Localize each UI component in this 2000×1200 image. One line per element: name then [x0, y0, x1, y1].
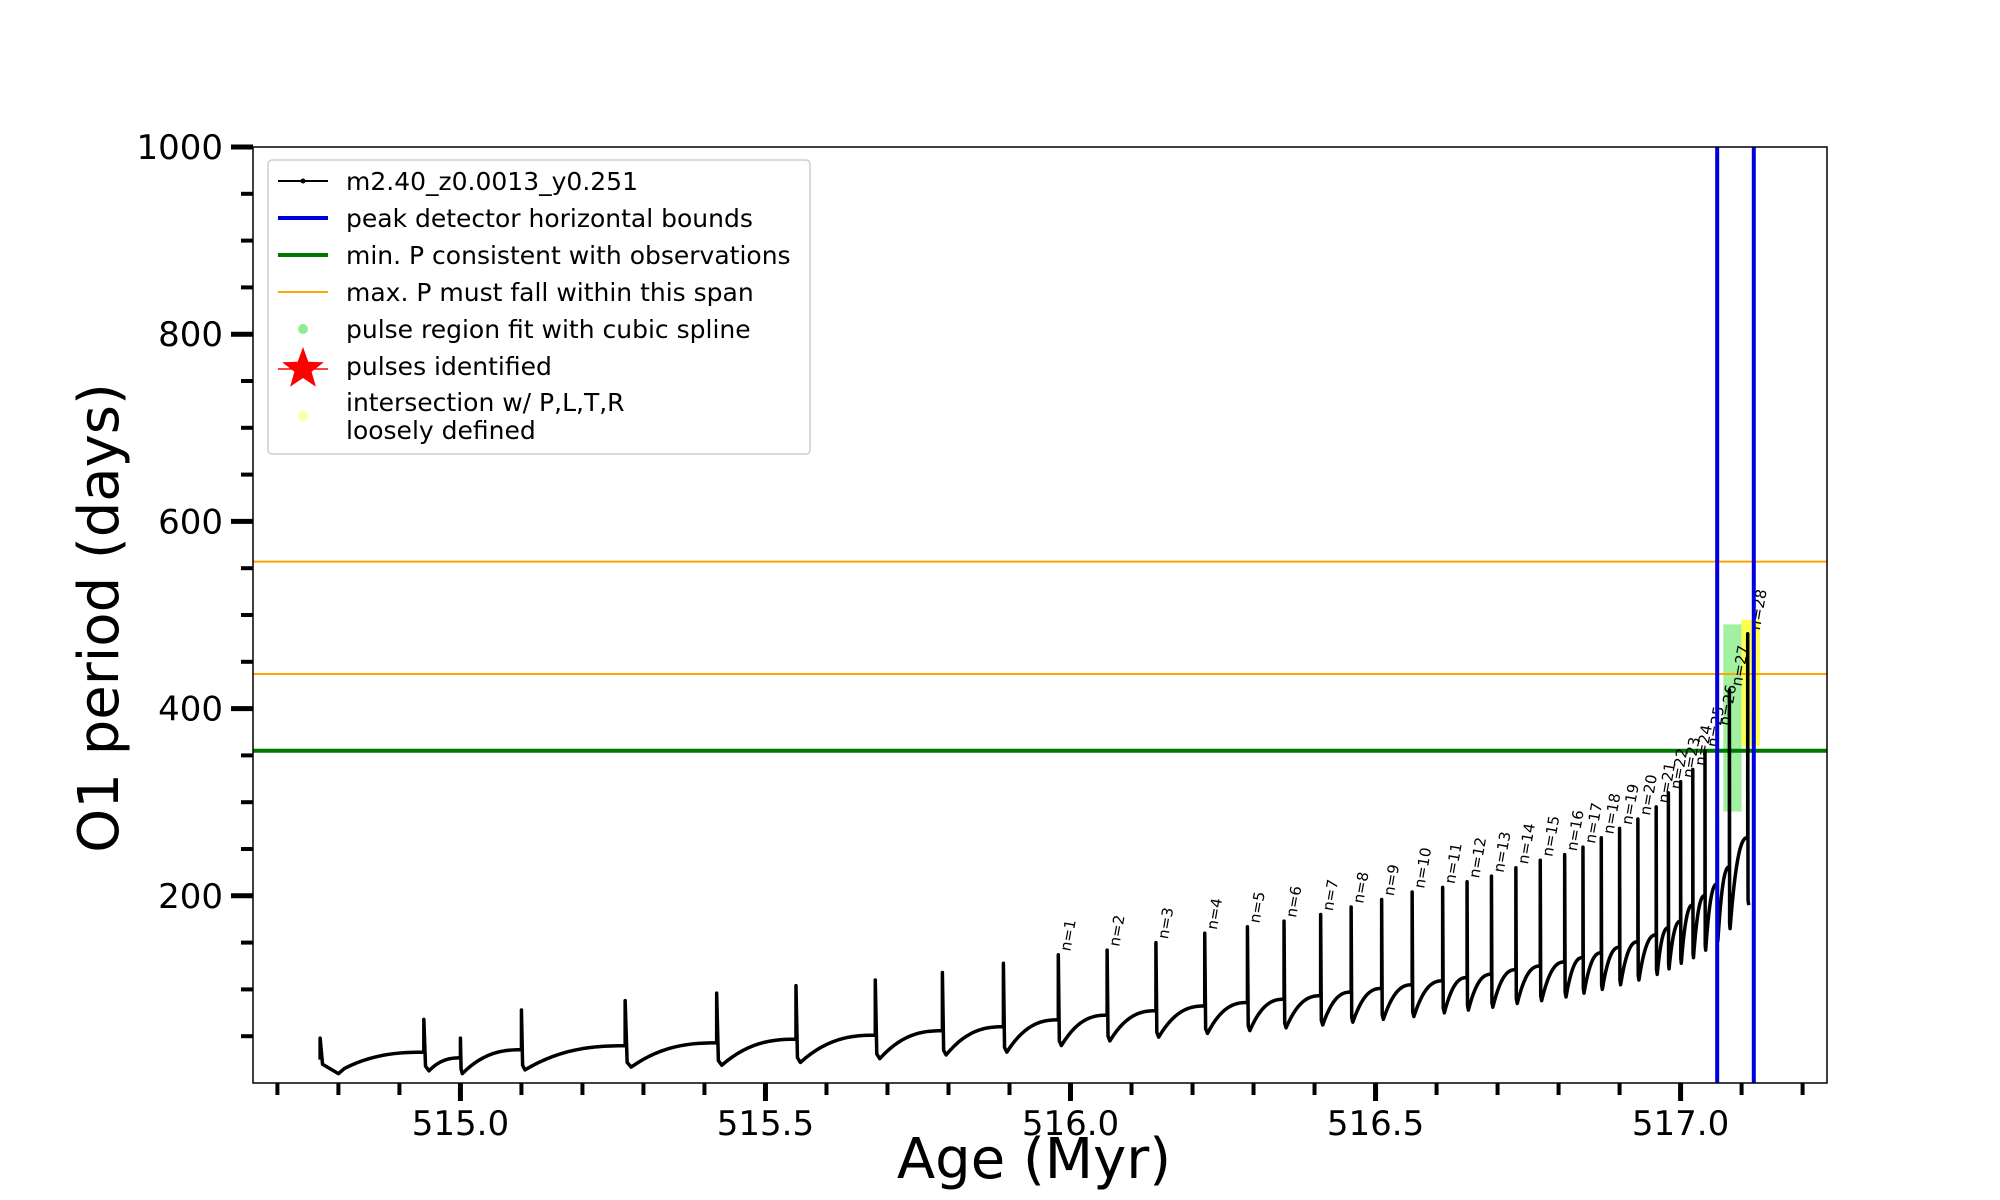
pulse-label-n1: n=1 — [1057, 918, 1080, 952]
legend-label: intersection w/ P,L,T,R — [346, 388, 625, 417]
pulse-label-n7: n=7 — [1319, 878, 1342, 912]
pulse-label-n28: n=28 — [1746, 588, 1771, 632]
y-tick-label: 1000 — [136, 128, 223, 168]
pulse-label-n11: n=11 — [1441, 841, 1466, 885]
pulse-label-n12: n=12 — [1465, 836, 1490, 880]
plot-area: n=1 n=2 n=3 n=4 n=5 n=6 n=7 n=8 n=9 n=10 n=11 n=12 n… — [253, 147, 1827, 1083]
x-tick-label: 515.0 — [412, 1104, 509, 1144]
y-tick-label: 600 — [158, 502, 223, 542]
pulse-label-n14: n=14 — [1514, 822, 1539, 866]
pulse-label-n3: n=3 — [1154, 906, 1177, 940]
legend-handle-dot — [298, 324, 308, 334]
pulse-label-n6: n=6 — [1282, 884, 1305, 918]
legend-handle-dot — [298, 411, 308, 421]
legend-label: pulse region fit with cubic spline — [346, 315, 751, 344]
x-tick-label: 517.0 — [1632, 1104, 1729, 1144]
y-tick-label: 400 — [158, 690, 223, 730]
y-tick-label: 800 — [158, 315, 223, 355]
pulse-label-n4: n=4 — [1203, 897, 1226, 931]
axes: 200 400 600 800 1000 515.0 515.5 516.0 516.5 517.… — [136, 128, 1828, 1144]
legend-label: m2.40_z0.0013_y0.251 — [346, 167, 638, 196]
pulse-label-n10: n=10 — [1410, 846, 1435, 890]
pulse-label-n8: n=8 — [1349, 870, 1372, 904]
legend-label: loosely defined — [346, 416, 536, 445]
star-icon — [282, 347, 324, 387]
legend-label: pulses identified — [346, 352, 552, 381]
legend-label: max. P must fall within this span — [346, 278, 754, 307]
pulse-label-n13: n=13 — [1490, 830, 1515, 874]
y-axis-title: O1 period (days) — [67, 383, 132, 853]
legend-handle-dot — [300, 178, 306, 184]
plot-inner: n=1 n=2 n=3 n=4 n=5 n=6 n=7 n=8 n=9 n=10 n=11 n=12 n… — [253, 147, 1827, 1083]
x-tick-label: 516.0 — [1022, 1104, 1119, 1144]
x-axis-title: Age (Myr) — [897, 1127, 1171, 1192]
legend-label: peak detector horizontal bounds — [346, 204, 753, 233]
legend-label: min. P consistent with observations — [346, 241, 791, 270]
series-line-m2-40 — [318, 631, 1751, 1076]
legend-box — [267, 159, 811, 455]
y-tick-label: 200 — [158, 877, 223, 917]
pulse-label-n9: n=9 — [1380, 863, 1403, 897]
x-tick-label: 516.5 — [1327, 1104, 1424, 1144]
pulse-label-n15: n=15 — [1538, 814, 1563, 858]
pulse-label-n5: n=5 — [1246, 890, 1269, 924]
x-tick-label: 515.5 — [717, 1104, 814, 1144]
pulse-label-n2: n=2 — [1105, 914, 1128, 948]
